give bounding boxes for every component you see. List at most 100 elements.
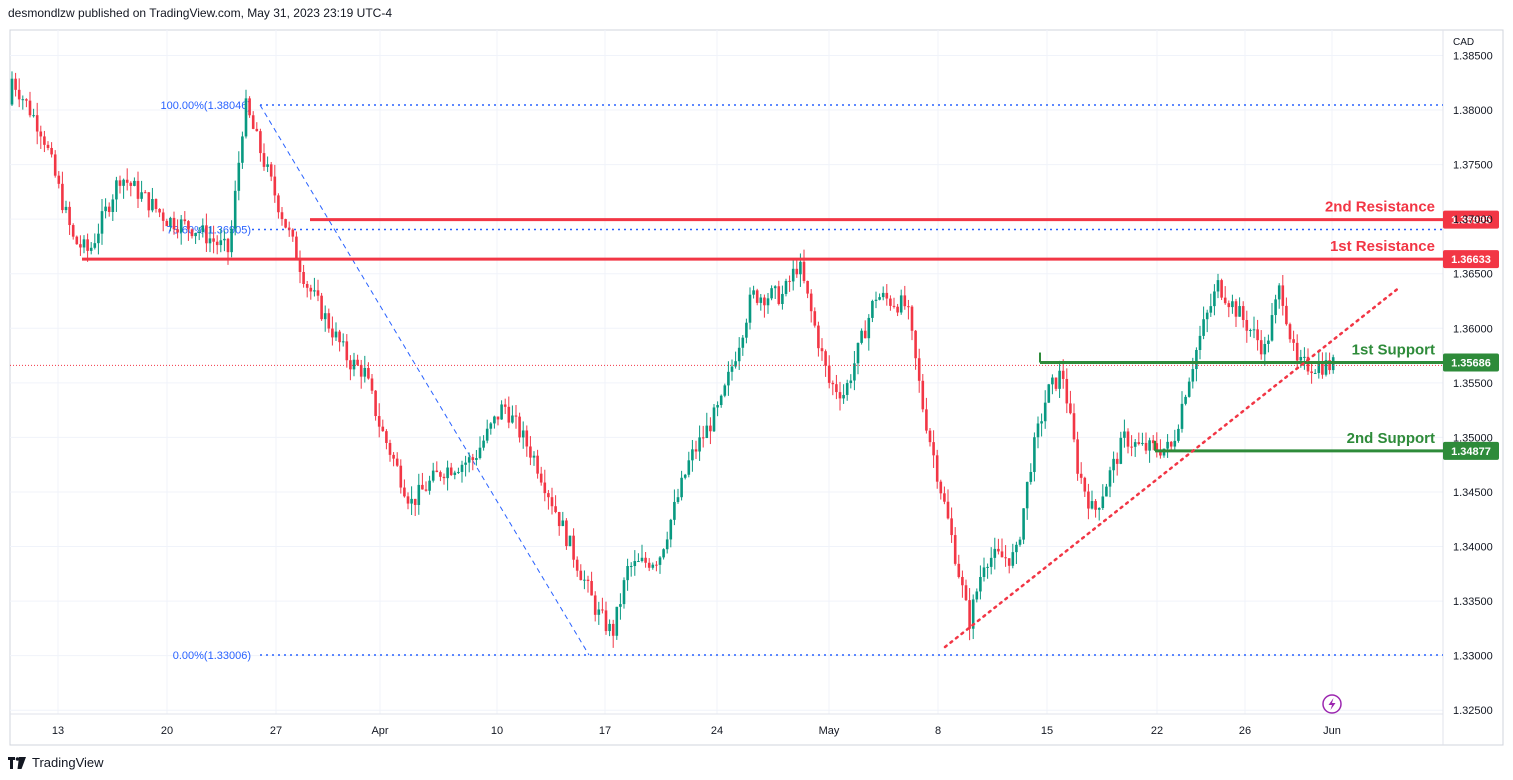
time-tick-label: 27	[270, 725, 282, 737]
price-tick-label: 1.37000	[1453, 214, 1493, 226]
chart-frame	[9, 29, 1504, 746]
candle-body	[493, 416, 496, 424]
candle-body	[716, 405, 719, 408]
candle-body	[773, 286, 777, 289]
candle-body	[1047, 384, 1051, 403]
time-tick-label: 17	[599, 725, 611, 737]
price-tag[interactable]	[1443, 210, 1499, 229]
candle-body	[287, 227, 291, 230]
candle-body	[460, 464, 464, 472]
candle-body	[496, 416, 500, 420]
candle-body	[75, 236, 79, 245]
candle-body	[737, 347, 741, 362]
candle-body	[511, 415, 514, 423]
candle-body	[1173, 440, 1177, 447]
candle-body	[608, 623, 611, 632]
candle-body	[680, 477, 683, 498]
price-axis[interactable]: 1.38500 1.38000 1.37500 1.37000 1.36500 1.360…	[1453, 50, 1493, 717]
candle-body	[1133, 442, 1137, 447]
candle-body	[1083, 477, 1087, 492]
candle-body	[619, 604, 622, 607]
candle-body	[799, 261, 802, 275]
time-axis[interactable]: 13 20 27 Apr 10 17 24 May 8 15 22 26 Jun	[52, 725, 1341, 737]
time-tick-label: Apr	[371, 725, 388, 737]
candle-body	[158, 208, 161, 213]
candle-body	[1285, 305, 1288, 325]
candle-body	[817, 325, 820, 349]
resistance-level-name: 2nd Resistance	[1325, 199, 1435, 216]
trendline[interactable]	[943, 285, 1402, 649]
lightning-bolt-icon[interactable]	[1322, 694, 1342, 714]
candle-body	[953, 535, 957, 564]
time-tick-label: 10	[491, 725, 503, 737]
price-tick-label: 1.36500	[1453, 269, 1493, 281]
candle-body	[637, 561, 640, 563]
candle-body	[809, 293, 813, 312]
candle-body	[885, 292, 889, 299]
candle-body	[334, 331, 338, 338]
candle-body	[1288, 324, 1292, 340]
candle-body	[658, 557, 662, 565]
candle-body	[313, 290, 316, 292]
support-resistance-levels[interactable]: 2nd Resistance 1.36995 1st Resistance 1.366…	[82, 199, 1499, 460]
candle-body	[525, 430, 529, 447]
candle-body	[1072, 413, 1076, 440]
candle-body	[514, 415, 518, 417]
fib-level-label: 78.60%(1.36905)	[167, 225, 251, 237]
candle-body	[172, 217, 176, 230]
price-tag[interactable]	[1443, 353, 1499, 372]
candle-body	[662, 549, 665, 558]
price-tag[interactable]	[1443, 441, 1499, 460]
candle-body	[943, 493, 946, 502]
candle-body	[417, 484, 421, 505]
candle-body	[341, 341, 345, 343]
candle-body	[255, 128, 259, 132]
candle-body	[867, 317, 871, 339]
candle-body	[734, 361, 737, 367]
candle-body	[705, 425, 709, 439]
candle-body	[784, 280, 788, 294]
candle-body	[489, 423, 493, 429]
candle-body	[579, 570, 583, 581]
fib-trend-line[interactable]	[259, 104, 590, 656]
candle-body	[946, 501, 950, 519]
publisher-line: desmondlzw published on TradingView.com,…	[8, 6, 392, 20]
candle-body	[723, 385, 727, 396]
candle-body	[1054, 377, 1058, 389]
candle-body	[874, 299, 878, 301]
candle-body	[356, 359, 359, 365]
candle-body	[89, 247, 93, 251]
price-tick-label: 1.35000	[1453, 432, 1493, 444]
candle-body	[392, 454, 395, 459]
candle-body	[266, 164, 269, 167]
candle-body	[1137, 442, 1141, 445]
candle-body	[1029, 471, 1033, 482]
candle-body	[208, 238, 212, 244]
candle-body	[683, 474, 687, 478]
candle-body	[57, 175, 61, 184]
candle-body	[633, 561, 637, 567]
candle-body	[377, 416, 381, 427]
candle-body	[831, 382, 835, 385]
candle-body	[507, 406, 511, 423]
price-tick-label: 1.34500	[1453, 487, 1493, 499]
candle-body	[712, 407, 716, 432]
fibonacci-retracement[interactable]: 100.00%(1.38046) 78.60%(1.36905) 0.00%(1.3…	[160, 100, 1443, 662]
candle-body	[61, 183, 64, 211]
candle-body	[1223, 297, 1227, 304]
candle-body	[547, 493, 550, 498]
candle-body	[763, 297, 766, 306]
candle-body	[68, 206, 71, 226]
candle-body	[1018, 539, 1022, 545]
candle-body	[1270, 315, 1274, 341]
candle-body	[1317, 363, 1321, 374]
support-level-name: 1st Support	[1352, 342, 1435, 359]
candle-body	[961, 576, 964, 586]
candle-body	[280, 212, 284, 220]
rising-trendline[interactable]	[943, 285, 1402, 649]
price-tag[interactable]	[1443, 250, 1499, 269]
candle-body	[568, 535, 572, 547]
candle-body	[28, 100, 32, 116]
candle-body	[842, 394, 845, 399]
